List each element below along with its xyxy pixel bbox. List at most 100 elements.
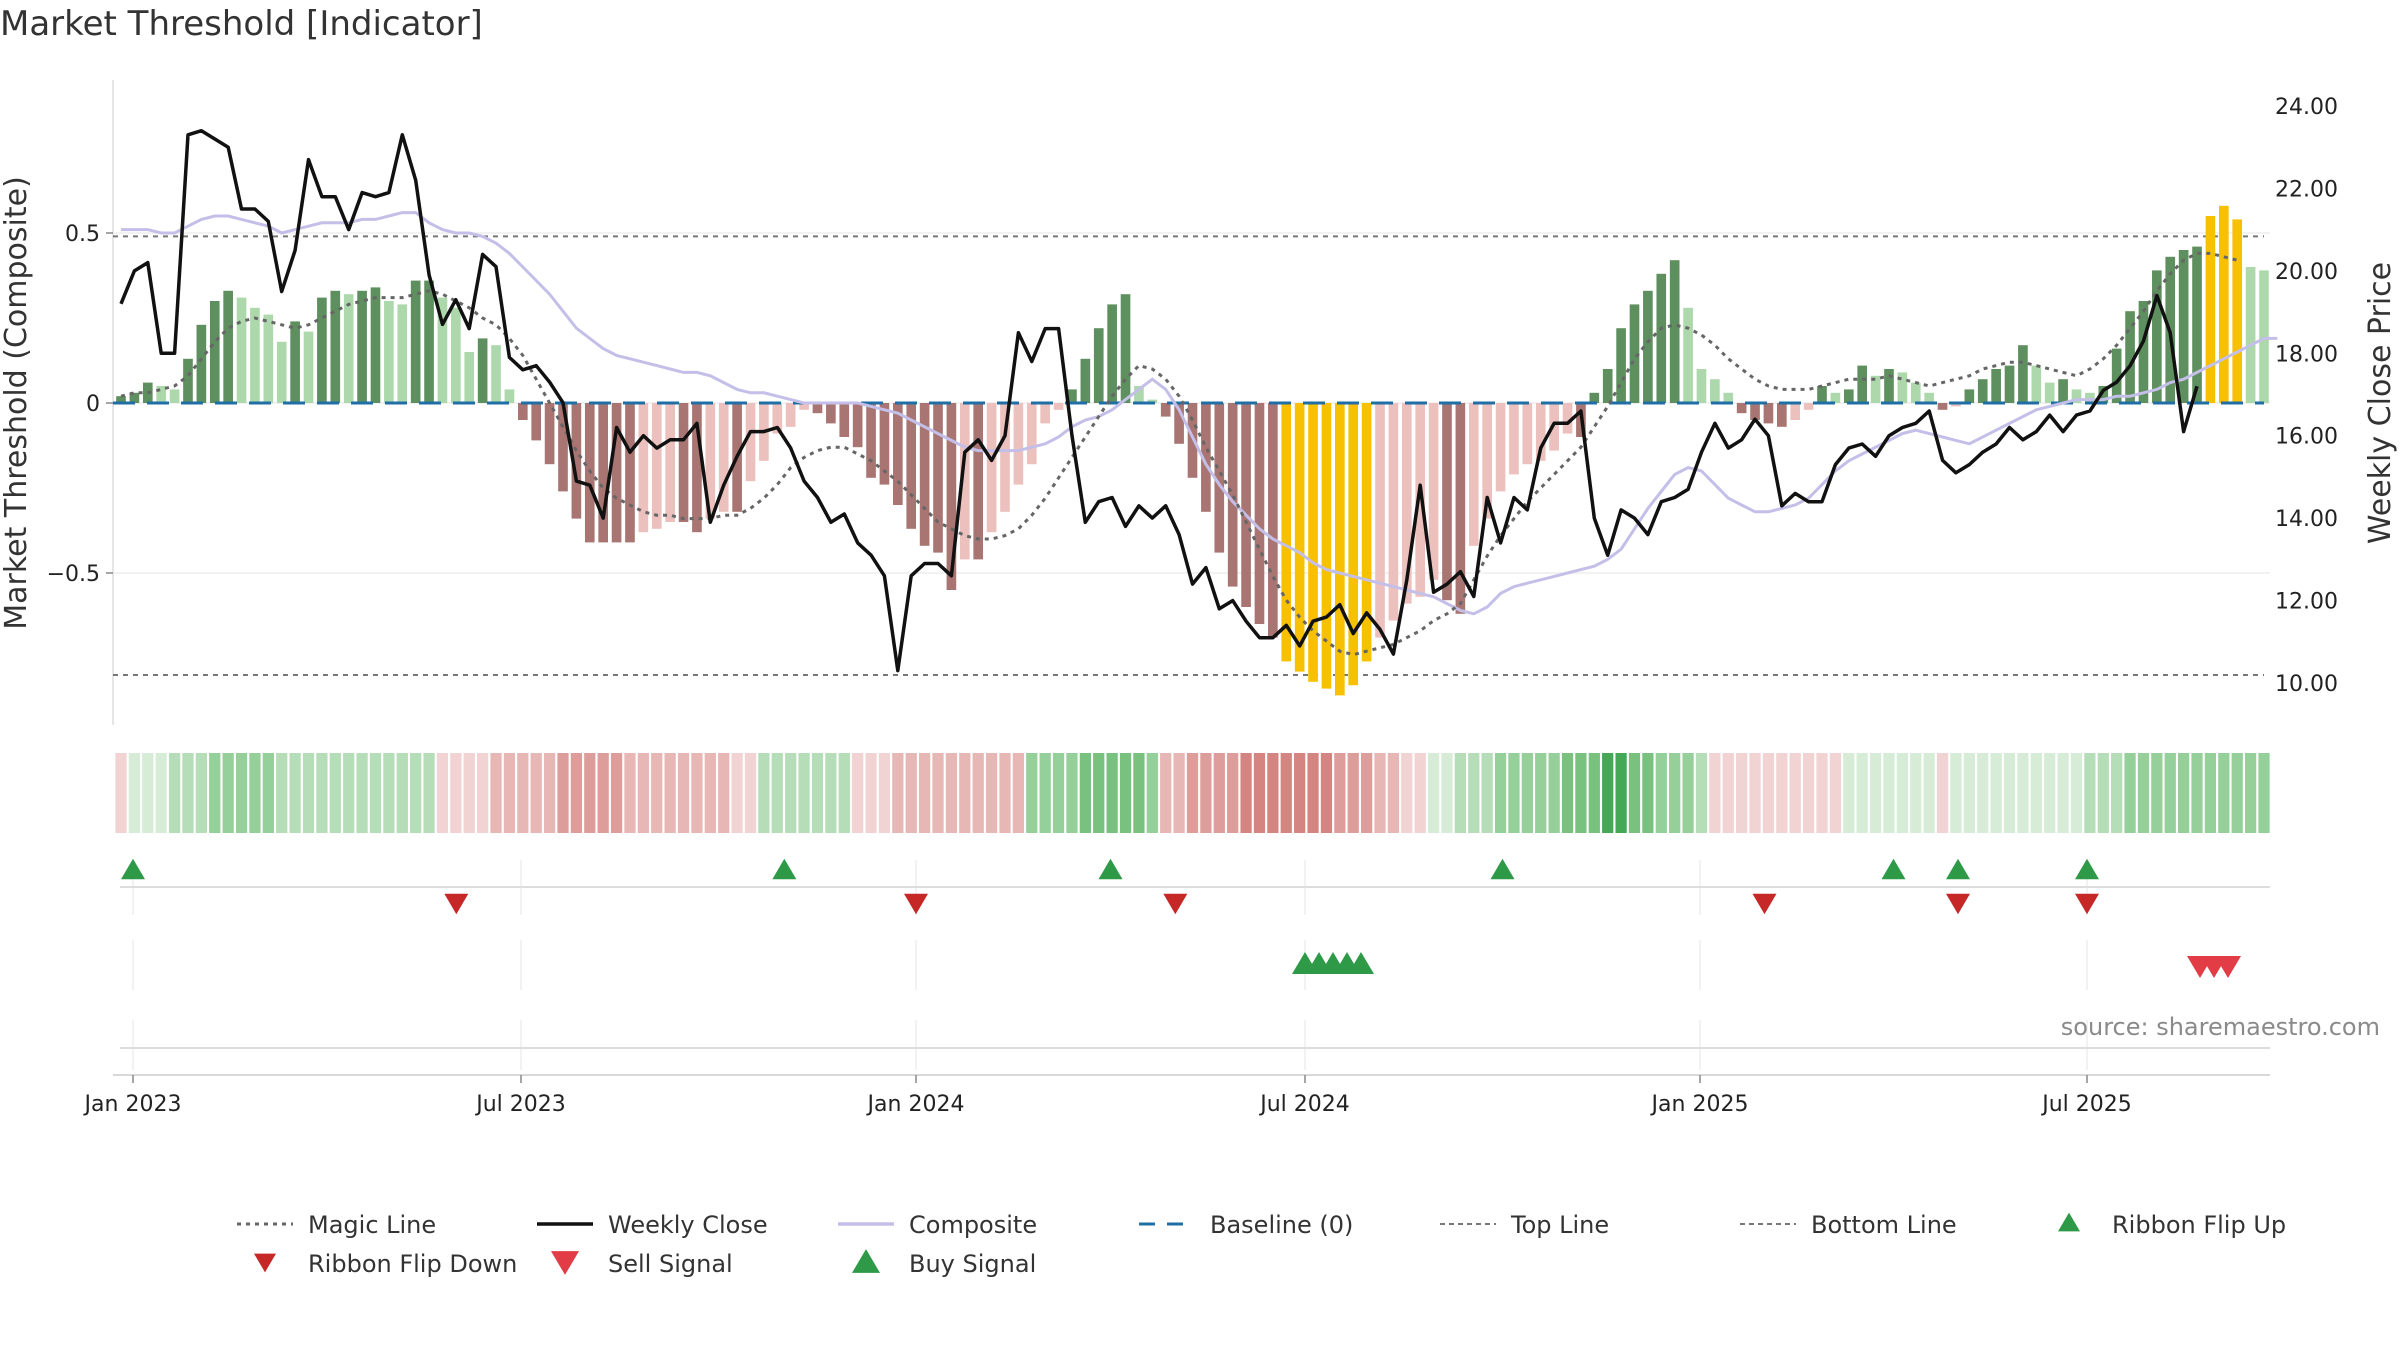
left-tick-label: 0.5 xyxy=(65,222,100,247)
composite-bar xyxy=(973,403,984,560)
composite-bar xyxy=(1241,403,1251,607)
ribbon-segment xyxy=(115,753,127,833)
ribbon-segment xyxy=(316,753,328,833)
legend-flip-down-marker xyxy=(254,1253,276,1273)
composite-bar xyxy=(330,290,341,403)
ribbon-segment xyxy=(450,753,462,833)
ribbon-segment xyxy=(1173,753,1185,833)
composite-bar xyxy=(933,403,943,553)
ribbon-segment xyxy=(503,753,516,833)
chart-title: Market Threshold [Indicator] xyxy=(0,4,483,44)
ribbon-segment xyxy=(771,753,783,833)
ribbon-segment xyxy=(691,753,703,833)
composite-bar xyxy=(1977,379,1988,403)
ribbon-segment xyxy=(1977,753,1989,833)
ribbon-segment xyxy=(1414,753,1426,833)
ribbon-segment xyxy=(2044,753,2056,833)
ribbon-segment xyxy=(1441,753,1453,833)
ribbon-segment xyxy=(396,753,408,833)
composite-bar xyxy=(1629,304,1640,403)
ribbon-flip-down-marker xyxy=(1163,893,1188,915)
legend-label: Baseline (0) xyxy=(1210,1211,1353,1239)
ribbon-segment xyxy=(664,753,676,833)
ribbon-segment xyxy=(195,753,207,833)
composite-bar xyxy=(1013,403,1024,485)
composite-bar xyxy=(1348,403,1359,686)
composite-bar xyxy=(1535,403,1546,461)
magic-line xyxy=(120,251,2238,657)
composite-bar xyxy=(2058,379,2068,403)
ribbon-segment xyxy=(2258,753,2270,833)
composite-bar xyxy=(1495,403,1506,492)
ribbon-segment xyxy=(2204,753,2217,833)
composite-bar xyxy=(2218,205,2229,403)
ribbon-segment xyxy=(2111,753,2123,833)
ribbon-segment xyxy=(1615,753,1627,833)
ribbon-segment xyxy=(155,753,167,833)
composite-bar xyxy=(2178,250,2189,403)
ribbon-segment xyxy=(477,753,489,833)
ribbon-segment xyxy=(1160,753,1172,833)
composite-bar xyxy=(1468,403,1479,546)
composite-bar xyxy=(1616,328,1626,403)
ribbon-segment xyxy=(1923,753,1935,833)
legend-label: Sell Signal xyxy=(608,1250,733,1278)
ribbon-segment xyxy=(731,753,743,833)
composite-bar xyxy=(1817,386,1827,403)
ribbon-segment xyxy=(905,753,917,833)
ribbon-segment xyxy=(543,753,556,833)
composite-bar xyxy=(1201,403,1211,512)
ribbon-segment xyxy=(1146,753,1158,833)
right-tick-label: 10.00 xyxy=(2275,672,2338,697)
ribbon-segment xyxy=(1829,753,1842,833)
composite-bar xyxy=(571,403,582,519)
composite-bar xyxy=(1455,403,1466,614)
composite-bar xyxy=(531,403,542,441)
ribbon-flip-down-marker xyxy=(1946,893,1970,915)
ribbon-segment xyxy=(825,753,837,833)
composite-bar xyxy=(1602,369,1613,403)
composite-bar xyxy=(1187,403,1198,478)
ribbon-segment xyxy=(1762,753,1775,833)
left-axis-label: Market Threshold (Composite) xyxy=(0,176,34,630)
ribbon-segment xyxy=(1186,753,1199,833)
composite-bar xyxy=(317,297,327,403)
composite-bar xyxy=(169,389,180,403)
ribbon-segment xyxy=(1695,753,1708,833)
ribbon-flip-up-marker xyxy=(2075,858,2099,880)
composite-bar xyxy=(1884,369,1894,403)
composite-bar xyxy=(451,307,461,403)
ribbon-segment xyxy=(530,753,542,833)
composite-bar xyxy=(745,403,756,482)
ribbon-segment xyxy=(1910,753,1922,833)
composite-bar xyxy=(1843,389,1854,403)
ribbon-segment xyxy=(168,753,181,833)
composite-bar xyxy=(1669,260,1680,403)
ribbon-segment xyxy=(1655,753,1667,833)
composite-bar xyxy=(1991,369,2001,403)
ribbon-segment xyxy=(1093,753,1105,833)
ribbon-segment xyxy=(2017,753,2029,833)
composite-bar xyxy=(263,314,274,403)
composite-bar xyxy=(357,290,367,403)
composite-bar xyxy=(1361,403,1372,662)
legend: Magic Line Weekly Close Composite Baseline … xyxy=(237,1211,2286,1278)
ribbon-segment xyxy=(1253,753,1266,833)
ribbon-segment xyxy=(1119,753,1132,833)
composite-bar xyxy=(705,403,716,519)
ribbon-segment xyxy=(1106,753,1118,833)
ribbon-segment xyxy=(798,753,810,833)
composite-bar xyxy=(2071,389,2082,403)
ribbon-segment xyxy=(945,753,958,833)
left-tick-label: −0.5 xyxy=(47,562,100,587)
legend-label: Weekly Close xyxy=(608,1211,768,1239)
composite-bar xyxy=(1562,403,1573,434)
composite-bar xyxy=(303,331,314,403)
ribbon-segment xyxy=(2097,753,2109,833)
composite-bar xyxy=(1442,403,1452,601)
ribbon-segment xyxy=(1602,753,1614,833)
ribbon-segment xyxy=(1267,753,1279,833)
ribbon-segment xyxy=(2218,753,2230,833)
composite-bar xyxy=(370,287,381,403)
ribbon-segment xyxy=(1360,753,1373,833)
